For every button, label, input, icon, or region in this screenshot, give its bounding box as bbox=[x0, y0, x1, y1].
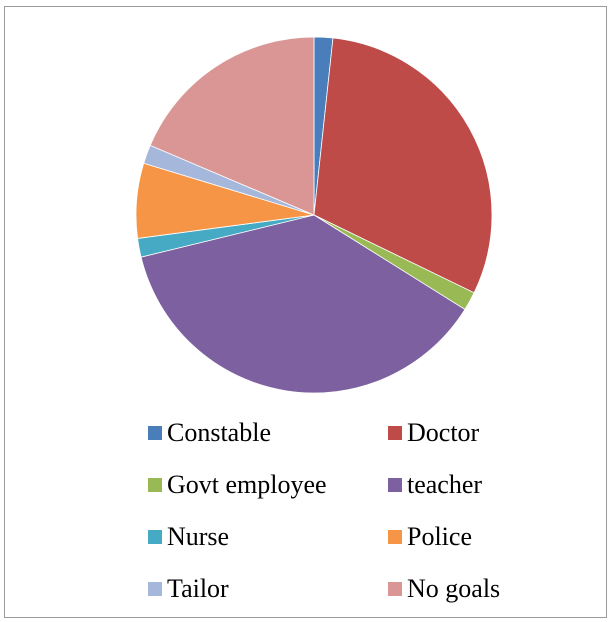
legend-item-govt-employee: Govt employee bbox=[148, 470, 327, 500]
pie-slice-doctor bbox=[313, 37, 493, 294]
legend-swatch-doctor bbox=[388, 426, 402, 440]
legend-label-doctor: Doctor bbox=[407, 418, 480, 447]
legend-item-doctor: Doctor bbox=[388, 418, 479, 448]
legend-swatch-govt-employee bbox=[148, 478, 162, 492]
legend-swatch-police bbox=[388, 530, 402, 544]
legend-label-govt-employee: Govt employee bbox=[167, 470, 327, 499]
legend-item-constable: Constable bbox=[148, 418, 271, 448]
pie-slice-no-goals bbox=[149, 36, 315, 216]
legend-item-no-goals: No goals bbox=[388, 574, 500, 604]
legend-swatch-teacher bbox=[388, 478, 402, 492]
pie-slice-teacher bbox=[140, 214, 466, 394]
legend-label-tailor: Tailor bbox=[167, 574, 229, 603]
legend-item-police: Police bbox=[388, 522, 472, 552]
legend-label-teacher: teacher bbox=[407, 470, 483, 499]
legend-item-nurse: Nurse bbox=[148, 522, 229, 552]
legend-label-nurse: Nurse bbox=[167, 522, 230, 551]
legend-swatch-nurse bbox=[148, 530, 162, 544]
legend-swatch-constable bbox=[148, 426, 162, 440]
pie-slices bbox=[135, 36, 493, 394]
legend-swatch-tailor bbox=[148, 582, 162, 596]
legend-label-constable: Constable bbox=[167, 418, 271, 447]
legend-item-tailor: Tailor bbox=[148, 574, 229, 604]
legend-label-no-goals: No goals bbox=[407, 574, 501, 603]
legend-label-police: Police bbox=[407, 522, 472, 551]
legend-item-teacher: teacher bbox=[388, 470, 482, 500]
legend-swatch-no-goals bbox=[388, 582, 402, 596]
